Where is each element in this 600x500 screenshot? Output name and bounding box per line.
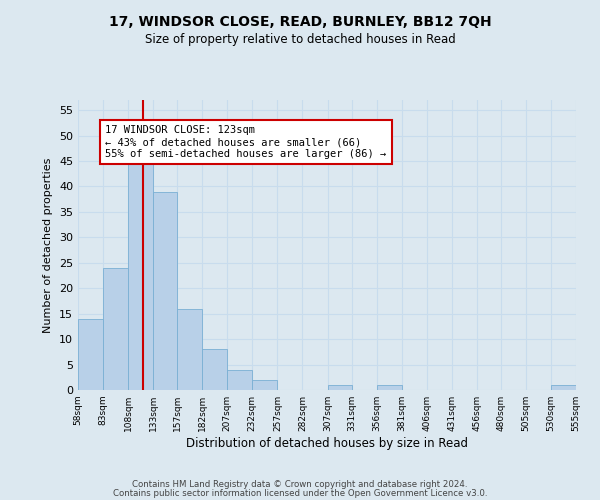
X-axis label: Distribution of detached houses by size in Read: Distribution of detached houses by size … [186, 437, 468, 450]
Bar [551, 385, 576, 390]
Bar [377, 385, 401, 390]
Text: 17, WINDSOR CLOSE, READ, BURNLEY, BB12 7QH: 17, WINDSOR CLOSE, READ, BURNLEY, BB12 7… [109, 15, 491, 29]
Bar [202, 350, 227, 390]
Text: Contains public sector information licensed under the Open Government Licence v3: Contains public sector information licen… [113, 489, 487, 498]
Bar [177, 308, 202, 390]
Bar [153, 192, 177, 390]
Text: Contains HM Land Registry data © Crown copyright and database right 2024.: Contains HM Land Registry data © Crown c… [132, 480, 468, 489]
Y-axis label: Number of detached properties: Number of detached properties [43, 158, 53, 332]
Bar [328, 385, 352, 390]
Bar [253, 380, 277, 390]
Bar [128, 161, 153, 390]
Text: 17 WINDSOR CLOSE: 123sqm
← 43% of detached houses are smaller (66)
55% of semi-d: 17 WINDSOR CLOSE: 123sqm ← 43% of detach… [105, 126, 386, 158]
Bar [78, 319, 103, 390]
Bar [227, 370, 253, 390]
Text: Size of property relative to detached houses in Read: Size of property relative to detached ho… [145, 32, 455, 46]
Bar [103, 268, 128, 390]
